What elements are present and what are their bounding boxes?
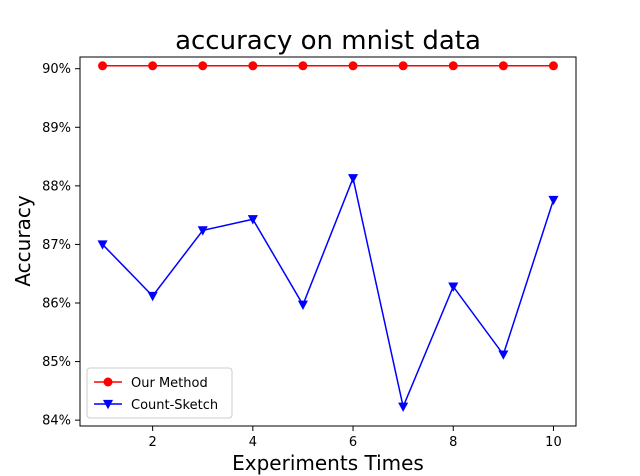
data-point-our-method-4 [248, 61, 258, 71]
x-tick-label-4: 10 [545, 435, 562, 450]
plot-frame [79, 56, 577, 427]
y-tick-label-4: 88% [42, 179, 71, 194]
data-point-count-sketch-10 [548, 195, 559, 206]
x-tick-label-1: 4 [249, 435, 257, 450]
data-point-count-sketch-6 [348, 174, 359, 184]
data-point-our-method-7 [398, 61, 408, 71]
data-point-count-sketch-5 [297, 300, 308, 311]
x-axis: 2 4 6 8 10 [149, 426, 562, 450]
legend-box [86, 367, 233, 419]
x-tick-label-2: 6 [349, 435, 357, 450]
data-point-count-sketch-3 [197, 226, 208, 236]
legend: Our Method Count-Sketch [86, 367, 233, 419]
data-point-our-method-3 [198, 61, 208, 71]
legend-marker-count-sketch [102, 399, 114, 410]
legend-item-our-method: Our Method [94, 376, 208, 391]
y-axis: 84% 85% 86% 87% 88% 89% 90% [42, 62, 80, 429]
legend-label-our-method: Our Method [131, 376, 208, 391]
x-tick-label-3: 8 [449, 435, 457, 450]
y-tick-label-0: 84% [42, 414, 71, 429]
data-point-our-method-9 [498, 61, 508, 71]
data-point-our-method-8 [448, 61, 458, 71]
data-point-count-sketch-7 [398, 402, 409, 412]
chart-title: accuracy on mnist data [175, 26, 481, 56]
data-point-count-sketch-9 [498, 350, 509, 360]
data-point-our-method-1 [98, 61, 108, 71]
y-axis-label: Accuracy [11, 195, 35, 286]
data-point-count-sketch-2 [147, 291, 158, 302]
legend-marker-our-method [103, 377, 113, 387]
legend-label-count-sketch: Count-Sketch [131, 398, 218, 413]
y-tick-label-6: 90% [42, 62, 71, 77]
data-point-count-sketch-4 [247, 215, 258, 225]
y-tick-label-2: 86% [42, 297, 71, 312]
series-line-count-sketch [102, 175, 555, 410]
data-point-our-method-2 [148, 61, 158, 71]
y-tick-label-3: 87% [42, 238, 71, 253]
y-tick-label-1: 85% [42, 355, 71, 370]
data-point-our-method-10 [548, 61, 558, 71]
legend-item-count-sketch: Count-Sketch [94, 398, 218, 413]
data-point-our-method-5 [298, 61, 308, 71]
data-point-our-method-6 [348, 61, 358, 71]
data-point-count-sketch-1 [97, 240, 108, 250]
x-axis-label: Experiments Times [232, 451, 424, 475]
series-layer [97, 61, 559, 412]
series-our-method [98, 61, 558, 71]
x-tick-label-0: 2 [149, 435, 157, 450]
data-point-count-sketch-8 [448, 282, 459, 292]
y-tick-label-5: 89% [42, 121, 71, 136]
series-count-sketch [97, 174, 559, 412]
